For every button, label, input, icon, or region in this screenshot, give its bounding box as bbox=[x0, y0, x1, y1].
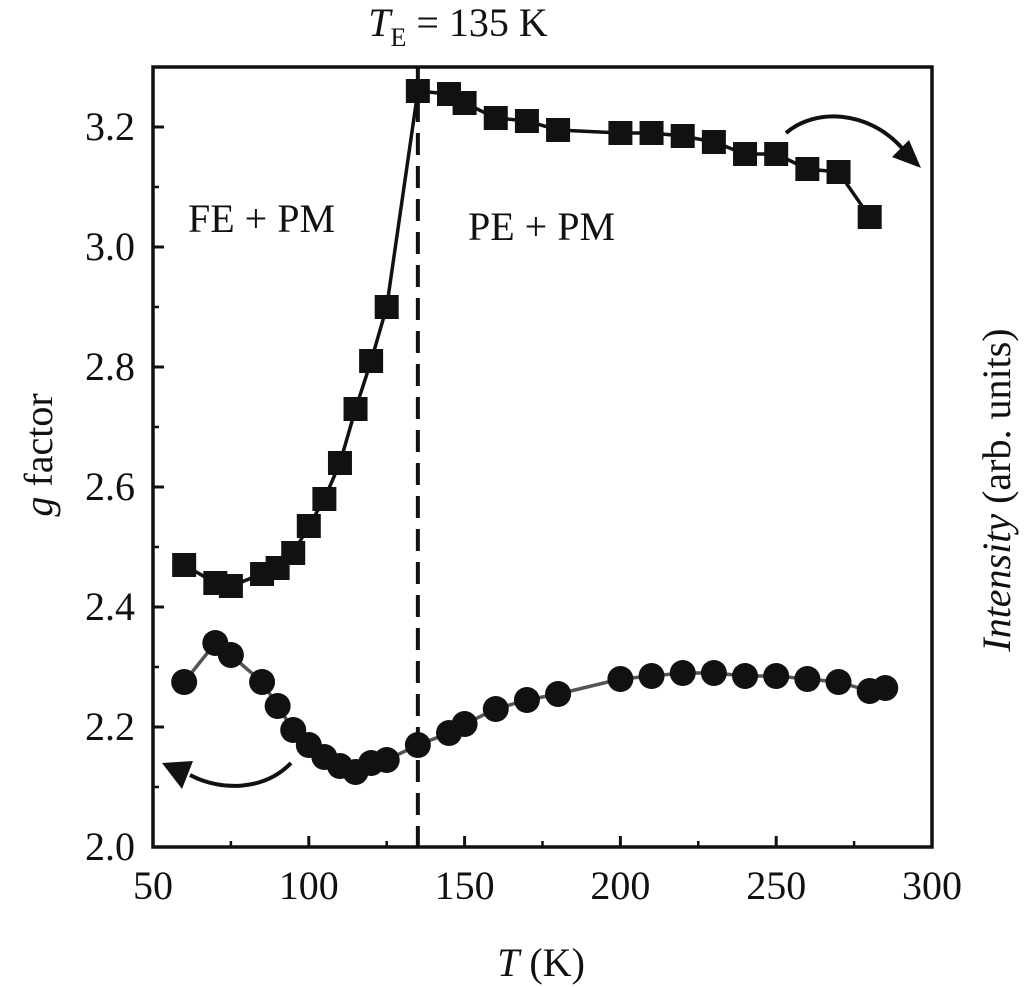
data-point-circle bbox=[171, 669, 198, 695]
y-tick-label: 3.2 bbox=[85, 104, 135, 149]
annotation-value: = 135 K bbox=[406, 0, 548, 45]
annotation-subscript: E bbox=[390, 23, 406, 52]
data-point-square bbox=[312, 487, 337, 511]
data-point-square bbox=[733, 142, 758, 166]
x-tick-label: 50 bbox=[133, 863, 173, 908]
plot-frame bbox=[151, 65, 934, 849]
data-point-square bbox=[359, 349, 384, 373]
data-point-circle bbox=[545, 681, 572, 707]
left-axis-arrow-icon bbox=[162, 761, 293, 789]
y-axis-rest: factor bbox=[16, 393, 61, 496]
data-point-circle bbox=[732, 663, 759, 689]
data-point-square bbox=[795, 157, 820, 181]
data-point-square bbox=[826, 160, 851, 184]
y-tick-label: 2.2 bbox=[85, 704, 135, 749]
y-tick-label: 2.8 bbox=[85, 344, 135, 389]
data-point-square bbox=[639, 121, 664, 145]
right-axis-arrow-icon bbox=[784, 114, 921, 168]
data-point-circle bbox=[700, 660, 727, 686]
x-tick-label: 250 bbox=[746, 863, 806, 908]
data-point-square bbox=[405, 79, 430, 103]
x-axis-symbol: T bbox=[497, 940, 522, 985]
transition-temperature-label: TE = 135 K bbox=[368, 0, 548, 52]
data-point-square bbox=[218, 574, 243, 598]
y-axis-symbol: g bbox=[16, 497, 61, 517]
data-point-circle bbox=[404, 732, 431, 758]
plot-area bbox=[151, 65, 934, 849]
data-point-circle bbox=[217, 642, 244, 668]
data-point-circle bbox=[872, 675, 899, 701]
data-point-circle bbox=[607, 666, 634, 692]
y-tick-label: 2.4 bbox=[85, 584, 135, 629]
data-point-square bbox=[764, 142, 789, 166]
data-point-circle bbox=[373, 747, 400, 773]
data-point-square bbox=[670, 124, 695, 148]
data-point-circle bbox=[794, 666, 821, 692]
data-point-circle bbox=[513, 687, 540, 713]
y2-axis-symbol: Intensity bbox=[974, 514, 1019, 653]
data-point-square bbox=[327, 451, 352, 475]
data-point-square bbox=[452, 91, 477, 115]
y2-axis-rest: (arb. units) bbox=[974, 328, 1019, 514]
axis-ticks: 50 100 150 200 250 300 2.0 2.2 2.4 2.6 2.8 3.0 3.2 bbox=[85, 104, 962, 908]
data-point-square bbox=[374, 295, 399, 319]
data-point-square bbox=[546, 118, 571, 142]
data-point-square bbox=[281, 541, 306, 565]
y-tick-label: 2.0 bbox=[85, 824, 135, 869]
data-point-square bbox=[296, 514, 321, 538]
data-series bbox=[171, 79, 899, 785]
x-axis-unit: (K) bbox=[519, 940, 585, 985]
data-point-square bbox=[343, 397, 368, 421]
annotation-symbol: T bbox=[368, 0, 393, 45]
data-point-circle bbox=[825, 669, 852, 695]
data-point-square bbox=[483, 106, 508, 130]
data-point-circle bbox=[249, 669, 276, 695]
data-point-square bbox=[608, 121, 633, 145]
data-point-circle bbox=[482, 696, 509, 722]
y-tick-label: 3.0 bbox=[85, 224, 135, 269]
x-axis-label: T (K) bbox=[497, 940, 585, 985]
data-point-circle bbox=[638, 663, 665, 689]
series-circles bbox=[171, 630, 899, 785]
data-point-square bbox=[701, 130, 726, 154]
region-label-fe-pm: FE + PM bbox=[188, 196, 335, 241]
data-point-square bbox=[857, 205, 882, 229]
x-tick-label: 300 bbox=[902, 863, 962, 908]
data-point-square bbox=[172, 553, 197, 577]
data-point-circle bbox=[763, 663, 790, 689]
data-point-circle bbox=[451, 711, 478, 737]
y-tick-label: 2.6 bbox=[85, 464, 135, 509]
data-point-circle bbox=[264, 693, 291, 719]
data-point-circle bbox=[669, 660, 696, 686]
x-tick-label: 200 bbox=[590, 863, 650, 908]
region-label-pe-pm: PE + PM bbox=[468, 204, 615, 249]
x-tick-label: 100 bbox=[279, 863, 339, 908]
x-tick-label: 150 bbox=[435, 863, 495, 908]
data-point-square bbox=[514, 109, 539, 133]
series-squares bbox=[172, 79, 882, 598]
y-axis-label: g factor bbox=[16, 393, 61, 516]
y2-axis-label: Intensity (arb. units) bbox=[974, 328, 1019, 652]
